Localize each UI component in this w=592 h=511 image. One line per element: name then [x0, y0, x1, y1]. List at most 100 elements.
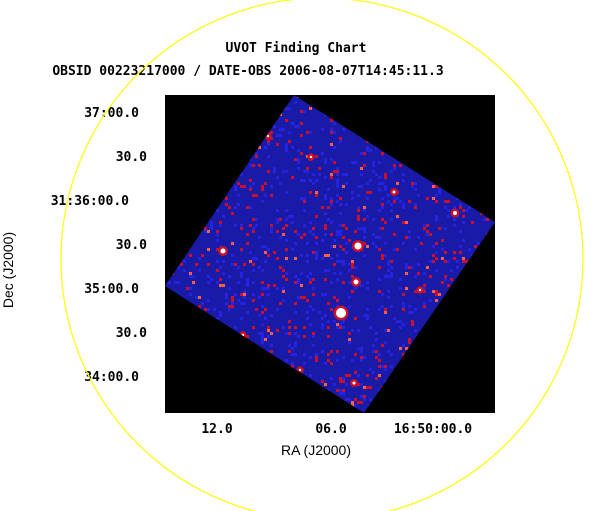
noise-pixel: [282, 275, 285, 278]
noise-pixel: [339, 392, 342, 395]
noise-pixel: [447, 260, 450, 263]
noise-pixel: [387, 350, 390, 353]
noise-pixel: [282, 287, 285, 290]
noise-pixel: [258, 164, 261, 167]
noise-pixel: [276, 221, 279, 224]
noise-pixel: [285, 278, 288, 281]
noise-pixel: [336, 230, 339, 233]
noise-pixel: [249, 185, 252, 188]
noise-pixel: [378, 227, 381, 230]
noise-pixel: [255, 155, 258, 158]
noise-pixel: [363, 236, 366, 239]
field-of-view-circle: [60, 0, 584, 511]
noise-pixel: [330, 173, 333, 176]
noise-pixel: [408, 305, 411, 308]
noise-pixel: [333, 161, 336, 164]
noise-pixel: [357, 185, 360, 188]
noise-pixel: [318, 311, 321, 314]
noise-pixel: [330, 128, 333, 131]
noise-pixel: [279, 218, 282, 221]
noise-pixel: [369, 191, 372, 194]
noise-pixel: [363, 254, 366, 257]
noise-pixel: [462, 239, 465, 242]
noise-pixel: [240, 224, 243, 227]
noise-pixel: [405, 272, 408, 275]
noise-pixel: [237, 299, 240, 302]
noise-pixel: [330, 362, 333, 365]
y-axis: 37:00.0 30.0 31:36:00.0 30.0 35:00.0 30.…: [51, 106, 147, 385]
noise-pixel: [246, 311, 249, 314]
noise-pixel: [258, 236, 261, 239]
x-tick-label: 12.0: [201, 422, 232, 437]
noise-pixel: [291, 362, 294, 365]
noise-pixel: [336, 299, 339, 302]
noise-pixel: [210, 278, 213, 281]
noise-pixel: [393, 233, 396, 236]
noise-pixel: [408, 200, 411, 203]
star: [298, 368, 302, 372]
noise-pixel: [297, 125, 300, 128]
noise-pixel: [189, 272, 192, 275]
noise-pixel: [393, 197, 396, 200]
noise-pixel: [357, 401, 360, 404]
noise-pixel: [303, 326, 306, 329]
star: [336, 308, 346, 318]
noise-pixel: [435, 215, 438, 218]
noise-pixel: [336, 254, 339, 257]
noise-pixel: [342, 377, 345, 380]
noise-pixel: [291, 215, 294, 218]
noise-pixel: [294, 332, 297, 335]
noise-pixel: [315, 215, 318, 218]
noise-pixel: [258, 296, 261, 299]
noise-pixel: [342, 185, 345, 188]
noise-pixel: [348, 281, 351, 284]
noise-pixel: [252, 326, 255, 329]
noise-pixel: [351, 359, 354, 362]
noise-pixel: [345, 227, 348, 230]
noise-pixel: [288, 326, 291, 329]
noise-pixel: [243, 290, 246, 293]
noise-pixel: [366, 149, 369, 152]
noise-pixel: [267, 248, 270, 251]
noise-pixel: [204, 227, 207, 230]
x-tick-label: 06.0: [315, 422, 346, 437]
noise-pixel: [441, 248, 444, 251]
noise-pixel: [228, 308, 231, 311]
noise-pixel: [372, 350, 375, 353]
noise-pixel: [303, 197, 306, 200]
noise-pixel: [276, 287, 279, 290]
noise-pixel: [435, 200, 438, 203]
noise-pixel: [411, 266, 414, 269]
noise-pixel: [267, 140, 270, 143]
noise-pixel: [321, 152, 324, 155]
noise-pixel: [399, 287, 402, 290]
noise-pixel: [249, 260, 252, 263]
noise-pixel: [216, 248, 219, 251]
noise-pixel: [267, 287, 270, 290]
noise-pixel: [354, 404, 357, 407]
noise-pixel: [300, 179, 303, 182]
noise-pixel: [330, 350, 333, 353]
noise-pixel: [291, 347, 294, 350]
noise-pixel: [330, 143, 333, 146]
star: [309, 155, 313, 159]
noise-pixel: [444, 206, 447, 209]
chart-subtitle: OBSID 00223217000 / DATE-OBS 2006-08-07T…: [52, 64, 443, 79]
noise-pixel: [231, 242, 234, 245]
noise-pixel: [342, 389, 345, 392]
noise-pixel: [366, 197, 369, 200]
noise-pixel: [462, 257, 465, 260]
noise-pixel: [363, 230, 366, 233]
noise-pixel: [309, 374, 312, 377]
noise-pixel: [462, 215, 465, 218]
noise-pixel: [321, 257, 324, 260]
noise-pixel: [384, 380, 387, 383]
noise-pixel: [345, 251, 348, 254]
noise-pixel: [366, 317, 369, 320]
noise-pixel: [390, 272, 393, 275]
noise-pixel: [291, 365, 294, 368]
noise-pixel: [321, 206, 324, 209]
star: [418, 288, 422, 292]
noise-pixel: [273, 125, 276, 128]
noise-pixel: [387, 275, 390, 278]
